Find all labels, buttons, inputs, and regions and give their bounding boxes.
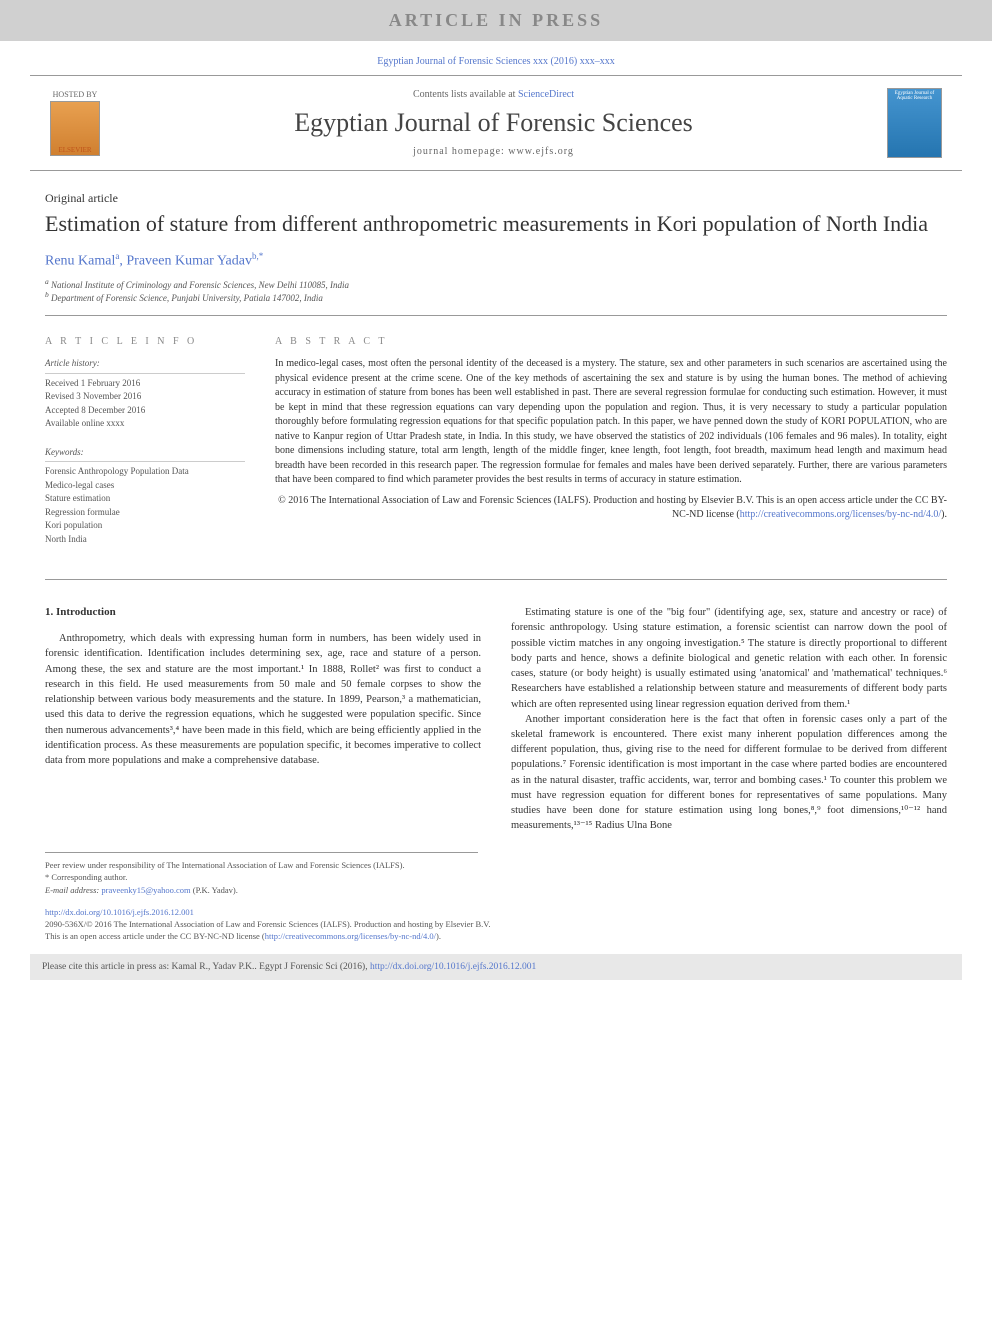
history-head: Article history: — [45, 357, 245, 374]
intro-heading: 1. Introduction — [45, 605, 481, 621]
affiliation-b: Department of Forensic Science, Punjabi … — [51, 293, 323, 303]
contents-line: Contents lists available at ScienceDirec… — [100, 89, 887, 100]
peer-review-note: Peer review under responsibility of The … — [45, 859, 478, 872]
hosted-by-label: HOSTED BY — [53, 90, 98, 99]
keyword: Kori population — [45, 519, 245, 533]
author-1: Renu Kamal — [45, 253, 115, 268]
keyword: North India — [45, 533, 245, 547]
right-column: Estimating stature is one of the "big fo… — [511, 605, 947, 833]
license-link-footer[interactable]: http://creativecommons.org/licenses/by-n… — [265, 931, 436, 941]
received-date: Received 1 February 2016 — [45, 377, 245, 391]
citation-box: Please cite this article in press as: Ka… — [30, 954, 962, 980]
left-column: 1. Introduction Anthropometry, which dea… — [45, 605, 481, 833]
issn-line: 2090-536X/© 2016 The International Assoc… — [45, 919, 947, 931]
journal-reference: Egyptian Journal of Forensic Sciences xx… — [0, 56, 992, 67]
copyright-text: © 2016 The International Association of … — [275, 494, 947, 523]
intro-p2: Estimating stature is one of the "big fo… — [511, 605, 947, 712]
article-type: Original article — [45, 191, 947, 206]
homepage-line: journal homepage: www.ejfs.org — [100, 146, 887, 157]
cite-doi-link[interactable]: http://dx.doi.org/10.1016/j.ejfs.2016.12… — [370, 962, 536, 972]
intro-p1: Anthropometry, which deals with expressi… — [45, 631, 481, 768]
info-abstract-row: A R T I C L E I N F O Article history: R… — [45, 336, 947, 580]
affiliation-a: National Institute of Criminology and Fo… — [51, 280, 349, 290]
license-line: This is an open access article under the… — [45, 931, 947, 943]
abstract-heading: A B S T R A C T — [275, 336, 947, 347]
header-center: Contents lists available at ScienceDirec… — [100, 89, 887, 157]
article-title: Estimation of stature from different ant… — [45, 210, 947, 239]
revised-date: Revised 3 November 2016 — [45, 390, 245, 404]
keyword: Regression formulae — [45, 506, 245, 520]
banner-text: ARTICLE IN PRESS — [389, 10, 603, 30]
doi-link[interactable]: http://dx.doi.org/10.1016/j.ejfs.2016.12… — [45, 907, 194, 917]
hosted-by-block: HOSTED BY ELSEVIER — [50, 90, 100, 156]
license-link[interactable]: http://creativecommons.org/licenses/by-n… — [740, 509, 941, 520]
elsevier-logo: ELSEVIER — [50, 101, 100, 156]
article-history: Article history: Received 1 February 201… — [45, 357, 245, 431]
article-info: A R T I C L E I N F O Article history: R… — [45, 336, 245, 561]
author-list: Renu Kamala, Praveen Kumar Yadavb,* — [45, 251, 947, 270]
publisher-name: ELSEVIER — [58, 146, 91, 154]
sciencedirect-link[interactable]: ScienceDirect — [518, 89, 574, 100]
keywords-block: Keywords: Forensic Anthropology Populati… — [45, 446, 245, 547]
abstract-text: In medico-legal cases, most often the pe… — [275, 357, 947, 488]
intro-p3: Another important consideration here is … — [511, 712, 947, 834]
main-text-columns: 1. Introduction Anthropometry, which dea… — [45, 605, 947, 833]
author-1-aff: a — [115, 251, 119, 261]
keyword: Forensic Anthropology Population Data — [45, 465, 245, 479]
journal-header: HOSTED BY ELSEVIER Contents lists availa… — [30, 75, 962, 171]
journal-cover-thumbnail: Egyptian Journal of Aquatic Research — [887, 88, 942, 158]
author-2-aff: b,* — [252, 251, 263, 261]
email-line: E-mail address: praveenky15@yahoo.com (P… — [45, 884, 478, 897]
author-2: Praveen Kumar Yadav — [126, 253, 252, 268]
keywords-head: Keywords: — [45, 446, 245, 463]
accepted-date: Accepted 8 December 2016 — [45, 404, 245, 418]
in-press-banner: ARTICLE IN PRESS — [0, 0, 992, 41]
journal-name: Egyptian Journal of Forensic Sciences — [100, 108, 887, 138]
article-info-heading: A R T I C L E I N F O — [45, 336, 245, 347]
keyword: Medico-legal cases — [45, 479, 245, 493]
author-email-link[interactable]: praveenky15@yahoo.com — [101, 885, 190, 895]
doi-block: http://dx.doi.org/10.1016/j.ejfs.2016.12… — [0, 907, 992, 943]
corresponding-marker: * Corresponding author. — [45, 871, 478, 884]
abstract-column: A B S T R A C T In medico-legal cases, m… — [275, 336, 947, 561]
affiliations: a National Institute of Criminology and … — [45, 277, 947, 316]
online-date: Available online xxxx — [45, 417, 245, 431]
footer-notes: Peer review under responsibility of The … — [45, 852, 478, 897]
keyword: Stature estimation — [45, 492, 245, 506]
